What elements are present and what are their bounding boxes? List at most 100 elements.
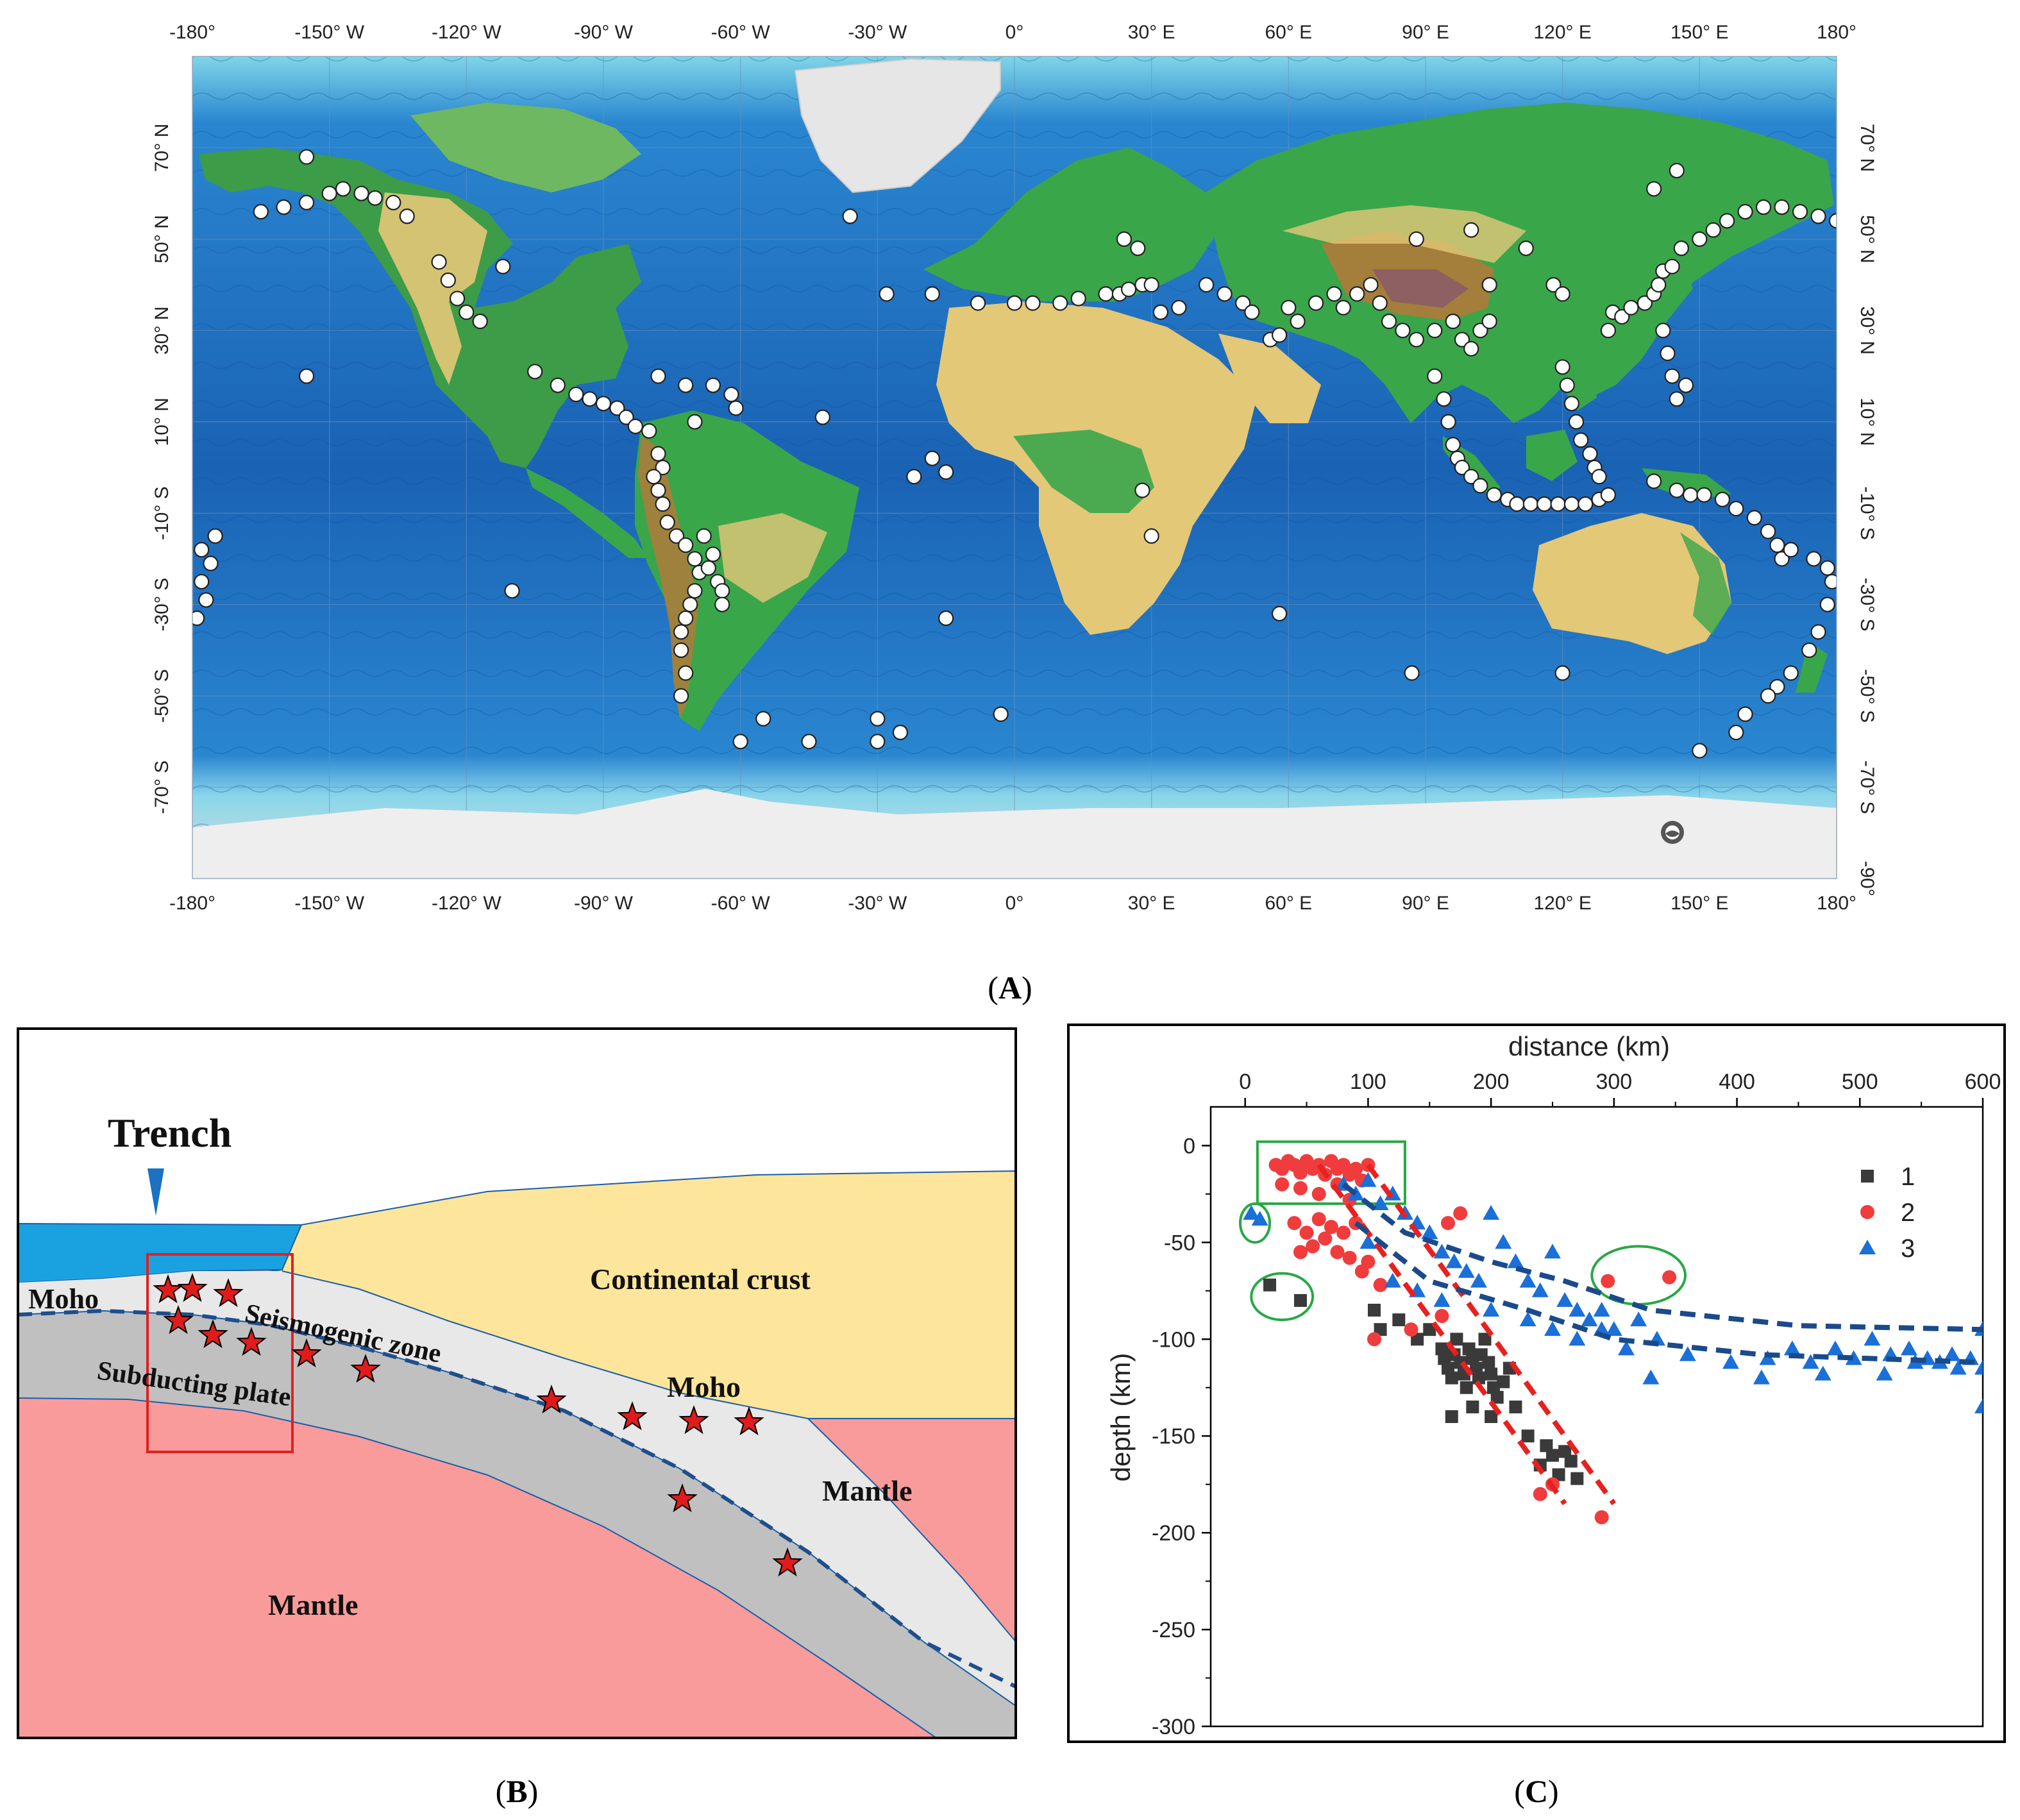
earthquake-event-point	[1472, 323, 1488, 339]
earthquake-event-point	[1445, 313, 1461, 330]
earthquake-event-point	[1769, 678, 1785, 695]
series-1-point	[1486, 1381, 1500, 1394]
earthquake-event-point	[1591, 469, 1607, 485]
series-1-point	[1450, 1333, 1463, 1346]
panel-b-frame	[17, 1027, 1017, 1739]
europe-landmass	[923, 147, 1218, 301]
earthquake-event-point	[1271, 605, 1288, 622]
legend-label: 3	[1901, 1234, 1915, 1263]
plot-c-axes: 0 100 200 300 400 500 600 0 -50 -100 -150 -200 -250 -…	[1152, 1070, 2001, 1739]
north-america-arctic	[410, 103, 641, 192]
dashed-trend-line	[1366, 1163, 1617, 1506]
earthquake-event-point	[1408, 231, 1424, 247]
series-3-point	[1845, 1350, 1862, 1365]
map-bottom-tick-label: 30° E	[1128, 893, 1175, 914]
earthquake-event-point	[1216, 286, 1233, 302]
earthquake-event-point	[1486, 487, 1502, 503]
earthquake-event-point	[1408, 332, 1424, 348]
series-3-point	[1618, 1340, 1635, 1356]
noaa-logo-icon	[1661, 821, 1684, 844]
earthquake-event-point	[1244, 304, 1260, 320]
map-bottom-tick-label: 0°	[1006, 893, 1024, 914]
earthquake-event-point	[755, 711, 771, 727]
series-1-point	[1411, 1333, 1424, 1346]
map-right-tick-label: 10° N	[1856, 398, 1878, 446]
map-top-tick-label: 150° E	[1671, 22, 1728, 43]
earthquake-event-point	[440, 272, 456, 289]
series-1-point	[1460, 1381, 1473, 1394]
earthquake-event-point	[1554, 286, 1570, 302]
legend-label: 1	[1901, 1163, 1915, 1191]
series-3-point	[1384, 1272, 1401, 1288]
earthquake-event-point	[582, 391, 598, 407]
earthquake-event-point	[687, 414, 703, 430]
moho-right-label: Moho	[667, 1370, 741, 1403]
earthquake-event-point	[1545, 277, 1561, 293]
map-bottom-tick-label: -180°	[169, 893, 215, 914]
earthquake-event-point	[687, 583, 703, 599]
earthquake-event-point	[1116, 231, 1132, 247]
dashed-trend-line	[1317, 1163, 1567, 1506]
earthquake-event-point	[673, 688, 689, 704]
series-3-point	[1630, 1311, 1647, 1327]
series-3-point	[1759, 1350, 1776, 1365]
earthquake-event-point	[1746, 510, 1762, 526]
series-3-point	[1569, 1301, 1586, 1317]
map-left-tick-label: -50° S	[151, 669, 173, 723]
series-1-point	[1509, 1400, 1522, 1413]
map-bottom-tick-label: -150° W	[294, 893, 364, 914]
earthquake-event-point	[459, 304, 475, 320]
map-bottom-tick-label: 150° E	[1671, 893, 1728, 914]
earthquake-event-point	[1692, 231, 1708, 247]
earthquake-event-point	[1664, 368, 1680, 384]
series-1-point	[1438, 1352, 1451, 1365]
plot-c-legend: 1 2 3	[1859, 1163, 1915, 1263]
earthquake-event-point	[678, 665, 694, 681]
earthquake-event-point	[714, 596, 730, 612]
series-2-point	[1373, 1277, 1388, 1292]
series-3-point	[1458, 1263, 1475, 1278]
earthquake-event-point	[1472, 478, 1488, 494]
map-top-tick-label: -120° W	[432, 22, 501, 43]
map-right-tick-label: 70° N	[1856, 124, 1878, 172]
earthquake-event-point	[1143, 277, 1159, 293]
earthquake-event-point	[1550, 496, 1566, 512]
trench-marker-icon	[147, 1168, 164, 1216]
x-tick-label: 300	[1595, 1070, 1632, 1094]
series-3-point	[1243, 1205, 1260, 1220]
earthquake-event-point	[1646, 473, 1662, 489]
green-highlight-ellipse	[1239, 1202, 1272, 1244]
earthquake-event-point	[1568, 414, 1585, 430]
x-tick-label: 400	[1719, 1070, 1755, 1094]
series-1-point	[1445, 1410, 1458, 1423]
earthquake-event-point	[1623, 299, 1639, 316]
map-top-tick-label: 0°	[1006, 22, 1024, 43]
earthquake-event-point	[1563, 496, 1580, 512]
earthquake-event-point	[1655, 323, 1671, 339]
earthquake-event-point	[298, 368, 315, 384]
series-2-point	[1367, 1332, 1381, 1347]
central-asia-uplands	[1283, 205, 1526, 263]
earthquake-event-point	[495, 258, 511, 274]
earthquake-star-icon	[198, 1319, 228, 1349]
dashed-trend-line	[1342, 1182, 1983, 1333]
series-1-point	[1435, 1342, 1449, 1356]
earthquake-event-point	[1120, 282, 1137, 298]
earthquake-star-icon	[291, 1338, 322, 1368]
map-right-tick-label: -70° S	[1856, 761, 1878, 814]
borneo-island	[1526, 430, 1578, 481]
earthquake-event-point	[1481, 277, 1497, 293]
earthquake-event-point	[1445, 437, 1461, 453]
continental-crust-label: Continental crust	[590, 1263, 811, 1295]
earthquake-event-point	[1436, 391, 1452, 407]
series-2-point	[1293, 1165, 1308, 1180]
mantle-left-label: Mantle	[268, 1588, 358, 1621]
earthquake-event-point	[993, 706, 1009, 722]
earthquake-event-point	[194, 573, 210, 590]
series-2-point	[1275, 1177, 1290, 1192]
map-top-tick-label: 60° E	[1265, 22, 1312, 43]
earthquake-event-point	[1454, 459, 1470, 476]
earthquake-event-point	[1582, 446, 1598, 462]
earthquake-event-point	[1052, 295, 1068, 311]
earthquake-event-point	[194, 542, 210, 558]
